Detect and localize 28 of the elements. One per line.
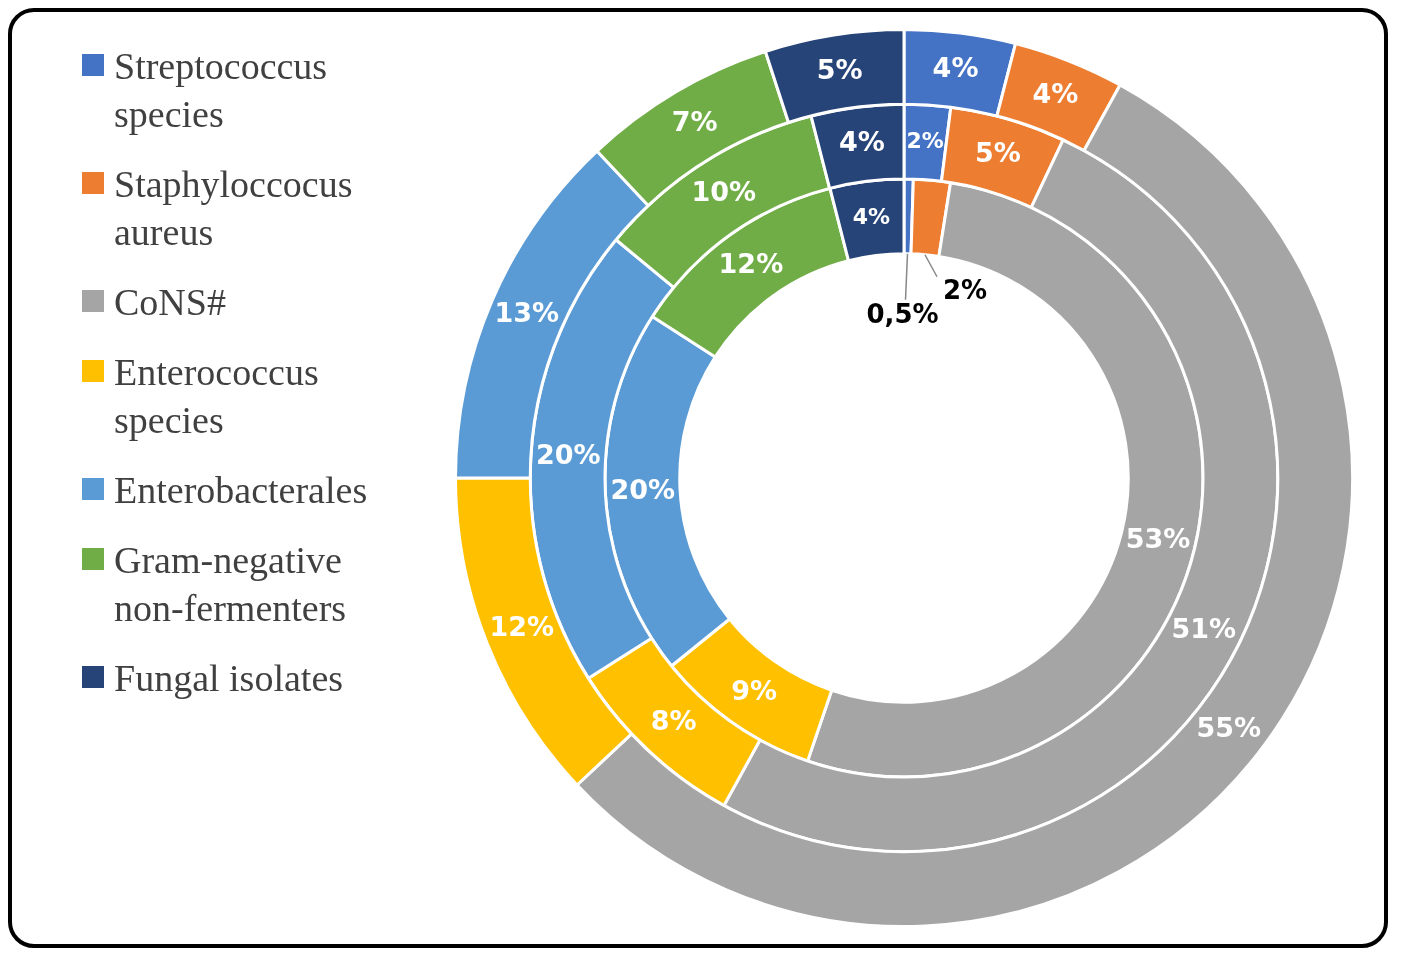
legend-label: Streptococcus species [114,44,329,137]
data-label: 12% [489,611,555,643]
data-label: 20% [535,438,601,470]
legend-label: CoNS# [114,280,227,325]
data-label: 5% [974,137,1021,168]
data-label: 7% [671,106,718,138]
legend-label: Enterobacterales [114,468,369,513]
data-label: 55% [1196,712,1262,743]
data-label: 4% [852,204,891,230]
data-label: 4% [932,52,979,84]
data-label: 51% [1171,612,1237,644]
data-label: 2% [906,128,944,154]
data-label: 0,5% [866,298,939,329]
data-label: 4% [1032,77,1079,109]
data-label: 13% [494,296,560,328]
data-label: 4% [838,126,885,158]
data-label: 9% [731,674,778,706]
data-label: 10% [691,176,757,207]
data-label: 53% [1125,522,1191,554]
data-label: 12% [718,247,784,279]
legend-label: Fungal isolates [114,656,345,701]
legend-label: Gram-negative non-fermenters [114,538,348,631]
data-label: 8% [650,705,697,737]
data-label: 20% [610,474,676,506]
legend-label: Enterococcus species [114,350,320,443]
data-label: 2% [942,275,988,306]
data-label: 5% [816,53,863,85]
legend-label: Staphyloccocus aureus [114,162,354,255]
